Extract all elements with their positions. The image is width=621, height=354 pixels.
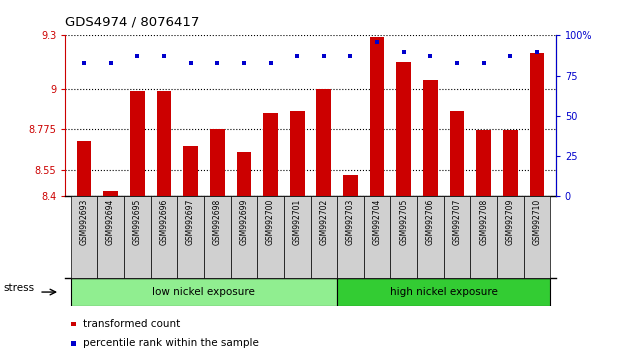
Bar bbox=[210, 129, 225, 196]
Bar bbox=[130, 91, 145, 196]
Bar bbox=[423, 80, 438, 196]
Bar bbox=[156, 91, 171, 196]
FancyBboxPatch shape bbox=[310, 196, 337, 278]
Text: GSM992705: GSM992705 bbox=[399, 199, 409, 245]
Point bbox=[479, 60, 489, 65]
FancyBboxPatch shape bbox=[124, 196, 150, 278]
FancyBboxPatch shape bbox=[497, 196, 524, 278]
Text: GSM992697: GSM992697 bbox=[186, 199, 195, 245]
Text: GSM992701: GSM992701 bbox=[292, 199, 302, 245]
FancyBboxPatch shape bbox=[97, 196, 124, 278]
Point bbox=[372, 39, 382, 45]
Text: GSM992703: GSM992703 bbox=[346, 199, 355, 245]
Point bbox=[425, 53, 435, 59]
Point bbox=[532, 48, 542, 54]
FancyBboxPatch shape bbox=[471, 196, 497, 278]
Bar bbox=[530, 53, 545, 196]
FancyBboxPatch shape bbox=[337, 196, 364, 278]
Point bbox=[266, 60, 276, 65]
Bar bbox=[103, 191, 118, 196]
Text: GSM992699: GSM992699 bbox=[239, 199, 248, 245]
FancyBboxPatch shape bbox=[391, 196, 417, 278]
Bar bbox=[183, 146, 198, 196]
Point bbox=[186, 60, 196, 65]
Point bbox=[239, 60, 249, 65]
FancyBboxPatch shape bbox=[417, 196, 444, 278]
Bar bbox=[370, 37, 384, 196]
Point bbox=[292, 53, 302, 59]
Text: GSM992695: GSM992695 bbox=[133, 199, 142, 245]
FancyBboxPatch shape bbox=[177, 196, 204, 278]
Bar bbox=[396, 62, 411, 196]
Text: stress: stress bbox=[3, 283, 34, 293]
Point bbox=[319, 53, 329, 59]
FancyBboxPatch shape bbox=[284, 196, 310, 278]
Text: GSM992704: GSM992704 bbox=[373, 199, 382, 245]
Point bbox=[399, 48, 409, 54]
Text: percentile rank within the sample: percentile rank within the sample bbox=[83, 338, 259, 348]
Text: GSM992706: GSM992706 bbox=[426, 199, 435, 245]
Bar bbox=[476, 130, 491, 196]
Text: GSM992693: GSM992693 bbox=[79, 199, 88, 245]
Text: GSM992709: GSM992709 bbox=[506, 199, 515, 245]
Text: GSM992708: GSM992708 bbox=[479, 199, 488, 245]
Bar bbox=[290, 110, 304, 196]
FancyBboxPatch shape bbox=[230, 196, 257, 278]
Text: low nickel exposure: low nickel exposure bbox=[152, 287, 255, 297]
Point bbox=[159, 53, 169, 59]
Bar bbox=[343, 175, 358, 196]
FancyBboxPatch shape bbox=[444, 196, 471, 278]
Point bbox=[505, 53, 515, 59]
FancyBboxPatch shape bbox=[71, 278, 337, 306]
Text: GSM992707: GSM992707 bbox=[453, 199, 461, 245]
Point bbox=[132, 53, 142, 59]
Bar bbox=[263, 113, 278, 196]
Text: GSM992694: GSM992694 bbox=[106, 199, 115, 245]
Text: GDS4974 / 8076417: GDS4974 / 8076417 bbox=[65, 16, 199, 29]
Text: high nickel exposure: high nickel exposure bbox=[390, 287, 498, 297]
Point bbox=[452, 60, 462, 65]
FancyBboxPatch shape bbox=[524, 196, 550, 278]
Bar bbox=[237, 152, 251, 196]
FancyBboxPatch shape bbox=[204, 196, 230, 278]
Text: GSM992696: GSM992696 bbox=[160, 199, 168, 245]
FancyBboxPatch shape bbox=[257, 196, 284, 278]
Point bbox=[79, 60, 89, 65]
Text: transformed count: transformed count bbox=[83, 319, 180, 329]
Point bbox=[345, 53, 355, 59]
Text: GSM992710: GSM992710 bbox=[533, 199, 542, 245]
Point bbox=[106, 60, 116, 65]
Text: GSM992702: GSM992702 bbox=[319, 199, 329, 245]
Bar bbox=[450, 110, 465, 196]
Text: GSM992700: GSM992700 bbox=[266, 199, 275, 245]
FancyBboxPatch shape bbox=[337, 278, 550, 306]
Bar bbox=[76, 141, 91, 196]
FancyBboxPatch shape bbox=[71, 196, 97, 278]
FancyBboxPatch shape bbox=[364, 196, 391, 278]
Bar bbox=[503, 130, 518, 196]
Bar bbox=[317, 89, 331, 196]
Point bbox=[212, 60, 222, 65]
Text: GSM992698: GSM992698 bbox=[212, 199, 222, 245]
FancyBboxPatch shape bbox=[150, 196, 177, 278]
